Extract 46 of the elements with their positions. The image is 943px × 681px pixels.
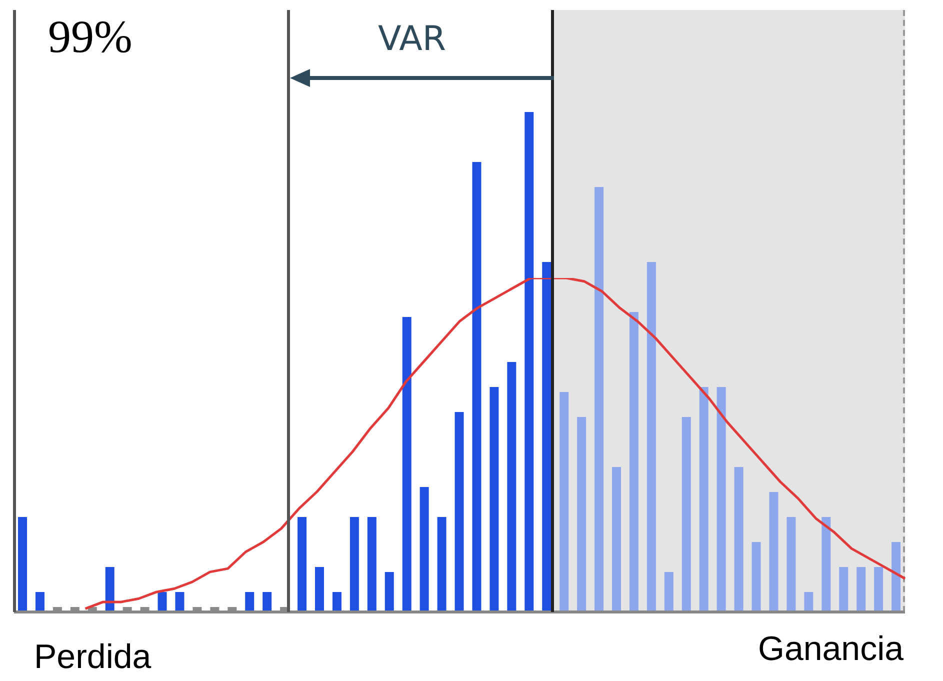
bar: [350, 517, 359, 612]
text: 99%: [48, 11, 132, 62]
bar: [298, 517, 307, 612]
bar: [542, 262, 552, 612]
bar: [594, 187, 604, 612]
bar: [158, 592, 167, 612]
bar: [175, 592, 184, 612]
bar: [437, 517, 446, 612]
bar: [105, 567, 114, 612]
bar: [262, 592, 272, 612]
bar: [245, 592, 254, 612]
bar: [822, 517, 831, 612]
bar: [752, 542, 761, 612]
bar: [786, 517, 796, 612]
bar: [892, 542, 901, 612]
bar: [682, 417, 691, 612]
bar: [716, 387, 726, 612]
bar: [35, 592, 44, 612]
bar: [454, 412, 464, 612]
bar: [315, 567, 324, 612]
bar: [839, 567, 848, 612]
bar: [507, 362, 516, 612]
bar: [874, 567, 884, 612]
bar: [18, 517, 27, 612]
bar: [664, 572, 674, 612]
bar: [332, 592, 342, 612]
bar: [646, 262, 656, 612]
bar: [384, 572, 394, 612]
bar: [856, 567, 866, 612]
bar: [734, 467, 744, 612]
bar: [524, 112, 534, 612]
bar: [612, 467, 621, 612]
bar: [769, 492, 778, 612]
bar: [560, 392, 569, 612]
bar: [402, 317, 412, 612]
bar: [472, 162, 482, 612]
bar: [699, 387, 708, 612]
bar: [629, 312, 638, 612]
bar: [490, 387, 499, 612]
bar: [367, 517, 376, 612]
bar: [577, 417, 586, 612]
text: VAR: [378, 19, 446, 59]
bar: [420, 487, 429, 612]
text: Ganancia: [758, 630, 904, 668]
text: Perdida: [34, 638, 152, 676]
bar: [804, 592, 814, 612]
